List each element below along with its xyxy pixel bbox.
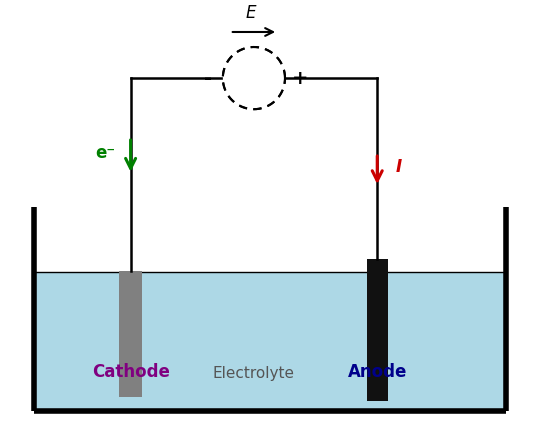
Text: -: - xyxy=(204,69,212,88)
Text: E: E xyxy=(246,4,256,22)
Text: Cathode: Cathode xyxy=(92,363,170,381)
Text: e⁻: e⁻ xyxy=(95,144,115,162)
Bar xyxy=(119,271,142,397)
Text: Anode: Anode xyxy=(348,363,407,381)
Bar xyxy=(367,259,388,401)
Bar xyxy=(34,272,506,411)
Text: Electrolyte: Electrolyte xyxy=(213,366,295,381)
Text: I: I xyxy=(396,158,402,176)
Text: +: + xyxy=(292,69,308,88)
Circle shape xyxy=(223,47,285,109)
